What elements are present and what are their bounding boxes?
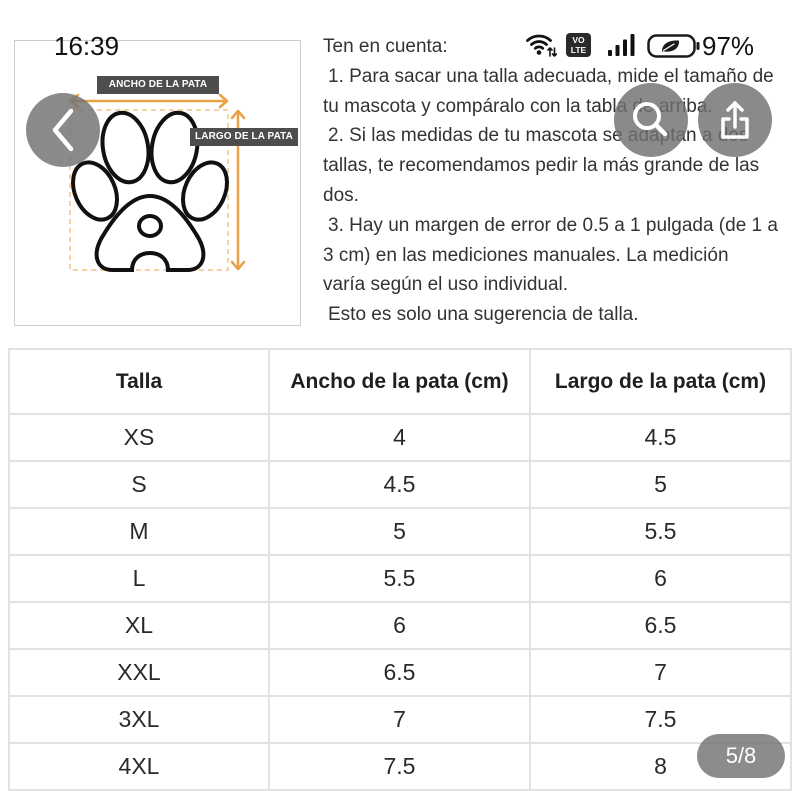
paw-width-cell: 4: [270, 415, 529, 460]
note-line: varía según el uso individual.: [323, 274, 569, 296]
page-indicator: 5/8: [697, 734, 785, 778]
note-line: tallas, te recomendamos pedir la más gra…: [323, 155, 760, 177]
paw-length-cell: 5: [531, 462, 790, 507]
size-table: Talla Ancho de la pata (cm) Largo de la …: [8, 348, 792, 791]
status-time: 16:39: [54, 31, 120, 61]
paw-toe: [149, 110, 200, 185]
volte-bottom-text: LTE: [570, 45, 587, 55]
paw-width-cell: 7: [270, 697, 529, 742]
battery-saver-icon: [647, 34, 700, 58]
back-button[interactable]: [26, 93, 100, 167]
paw-width-cell: 5: [270, 509, 529, 554]
size-cell: S: [10, 462, 268, 507]
paw-icon: [71, 110, 229, 272]
paw-width-label: ANCHO DE LA PATA: [97, 76, 219, 94]
share-button[interactable]: [698, 83, 772, 157]
search-icon: [633, 102, 668, 137]
signal-icon: [608, 34, 635, 56]
note-item-3: 3. Hay un margen de error de 0.5 a 1 pul…: [323, 211, 793, 300]
size-cell: M: [10, 509, 268, 554]
paw-width-cell: 7.5: [270, 744, 529, 789]
paw-length-cell: 6: [531, 556, 790, 601]
notes-footer: Esto es solo una sugerencia de talla.: [328, 304, 639, 326]
paw-toe: [71, 160, 119, 222]
paw-width-cell: 5.5: [270, 556, 529, 601]
header-paw-length: Largo de la pata (cm): [531, 350, 790, 413]
size-cell: XS: [10, 415, 268, 460]
note-line: 3. Hay un margen de error de 0.5 a 1 pul…: [328, 214, 778, 236]
paw-width-cell: 6: [270, 603, 529, 648]
header-size: Talla: [10, 350, 268, 413]
size-cell: 3XL: [10, 697, 268, 742]
paw-length-label: LARGO DE LA PATA: [190, 128, 298, 146]
paw-width-cell: 4.5: [270, 462, 529, 507]
paw-length-cell: 7: [531, 650, 790, 695]
paw-length-cell: 6.5: [531, 603, 790, 648]
wifi-icon: [526, 34, 557, 57]
paw-center-mark: [137, 214, 163, 238]
size-cell: XXL: [10, 650, 268, 695]
note-line: 3 cm) en las mediciones manuales. La med…: [323, 244, 729, 266]
paw-toe: [100, 110, 151, 185]
note-line: 1. Para sacar una talla adecuada, mide e…: [328, 65, 774, 87]
chevron-left-icon: [52, 108, 74, 152]
notes-heading: Ten en cuenta:: [323, 36, 448, 57]
paw-length-cell: 4.5: [531, 415, 790, 460]
paw-width-cell: 6.5: [270, 650, 529, 695]
size-cell: 4XL: [10, 744, 268, 789]
sizing-notes: Ten en cuenta: 1. Para sacar una talla a…: [323, 32, 793, 330]
header-paw-width: Ancho de la pata (cm): [270, 350, 529, 413]
volte-icon: VO LTE: [566, 33, 591, 57]
paw-length-cell: 5.5: [531, 509, 790, 554]
size-cell: L: [10, 556, 268, 601]
note-item-1: 1. Para sacar una talla adecuada, mide e…: [323, 62, 793, 122]
note-line: dos.: [323, 184, 359, 206]
paw-toe: [181, 160, 229, 222]
search-button[interactable]: [614, 83, 688, 157]
volte-top-text: VO: [572, 35, 585, 45]
size-cell: XL: [10, 603, 268, 648]
battery-percentage: 97%: [702, 31, 755, 61]
share-icon: [721, 101, 749, 139]
